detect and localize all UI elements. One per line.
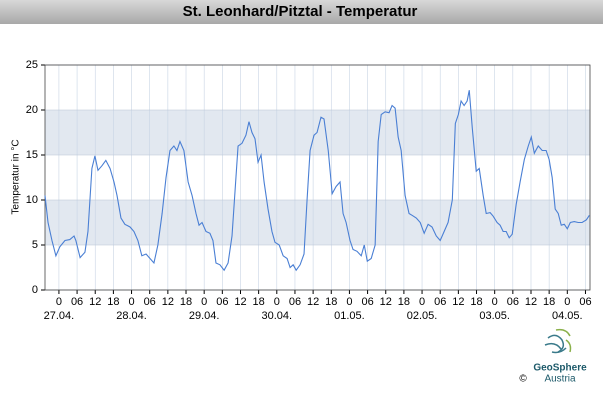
title-bar — [0, 0, 603, 24]
x-tick-label: 06 — [361, 296, 373, 308]
x-tick-label: 0 — [492, 296, 498, 308]
x-tick-label: 06 — [216, 296, 228, 308]
plot-frame — [44, 64, 591, 291]
date-label: 27.04. — [44, 310, 75, 322]
plot-background — [45, 65, 590, 290]
x-tick-label: 0 — [201, 296, 207, 308]
x-tick-label: 18 — [253, 296, 265, 308]
y-tick-label: 15 — [26, 149, 38, 161]
date-label: 04.05. — [552, 310, 583, 322]
y-axis-label: Temperatur in °C — [11, 139, 22, 214]
x-tick-label: 06 — [507, 296, 519, 308]
x-tick-label: 18 — [107, 296, 119, 308]
x-tick-label: 06 — [144, 296, 156, 308]
x-tick-label: 06 — [71, 296, 83, 308]
grid-band — [45, 200, 590, 245]
x-tick-label: 06 — [434, 296, 446, 308]
chart-title: St. Leonhard/Pitztal - Temperatur — [183, 3, 418, 20]
y-tick-label: 20 — [26, 104, 38, 116]
date-label: 03.05. — [479, 310, 510, 322]
logo: GeoSphere Austria © — [519, 328, 587, 385]
x-tick-label: 12 — [307, 296, 319, 308]
x-tick-label: 18 — [180, 296, 192, 308]
date-label: 02.05. — [407, 310, 438, 322]
logo-name: GeoSphere — [533, 363, 587, 374]
date-label: 30.04. — [262, 310, 293, 322]
x-tick-label: 0 — [56, 296, 62, 308]
date-label: 28.04. — [116, 310, 147, 322]
x-tick-label: 12 — [452, 296, 464, 308]
x-tick-label: 12 — [89, 296, 101, 308]
x-tick-label: 0 — [274, 296, 280, 308]
x-tick-label: 12 — [234, 296, 246, 308]
copyright: © — [519, 374, 527, 385]
logo-icon — [544, 328, 572, 354]
x-tick-label: 18 — [543, 296, 555, 308]
x-tick-label: 18 — [398, 296, 410, 308]
y-tick-label: 0 — [32, 284, 38, 296]
x-tick-label: 06 — [579, 296, 591, 308]
x-tick-label: 0 — [564, 296, 570, 308]
date-label: 29.04. — [189, 310, 220, 322]
x-tick-label: 0 — [419, 296, 425, 308]
temperature-line — [44, 90, 590, 272]
x-tick-label: 0 — [346, 296, 352, 308]
x-tick-label: 12 — [525, 296, 537, 308]
x-tick-label: 12 — [380, 296, 392, 308]
x-tick-label: 0 — [128, 296, 134, 308]
logo-sub: Austria — [544, 374, 576, 385]
x-tick-label: 18 — [325, 296, 337, 308]
y-tick-label: 25 — [26, 59, 38, 71]
y-tick-label: 10 — [26, 194, 38, 206]
date-label: 01.05. — [334, 310, 365, 322]
y-tick-label: 5 — [32, 239, 38, 251]
x-tick-label: 06 — [289, 296, 301, 308]
x-tick-label: 12 — [162, 296, 174, 308]
x-tick-label: 18 — [470, 296, 482, 308]
